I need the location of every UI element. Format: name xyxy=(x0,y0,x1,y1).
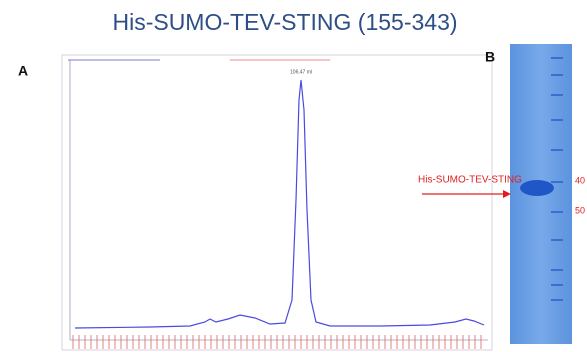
figure: His-SUMO-TEV-STING (155-343) A 106.47 ml… xyxy=(0,0,587,352)
panel-label: A xyxy=(18,63,28,79)
gel xyxy=(510,44,572,344)
protein-band xyxy=(520,180,554,196)
fraction-ticks xyxy=(72,335,484,349)
band-label: His-SUMO-TEV-STING xyxy=(418,175,522,186)
peak-label: 106.47 ml xyxy=(290,69,312,75)
figure-title: His-SUMO-TEV-STING (155-343) xyxy=(112,9,457,35)
arrow xyxy=(422,190,511,198)
chromatogram: 106.47 ml xyxy=(62,55,492,350)
marker-label: 50 xyxy=(575,205,585,215)
marker-label: 40 xyxy=(575,175,585,185)
absorbance-curve xyxy=(75,80,484,328)
plot-frame xyxy=(62,55,492,350)
panel-label: B xyxy=(485,49,495,65)
